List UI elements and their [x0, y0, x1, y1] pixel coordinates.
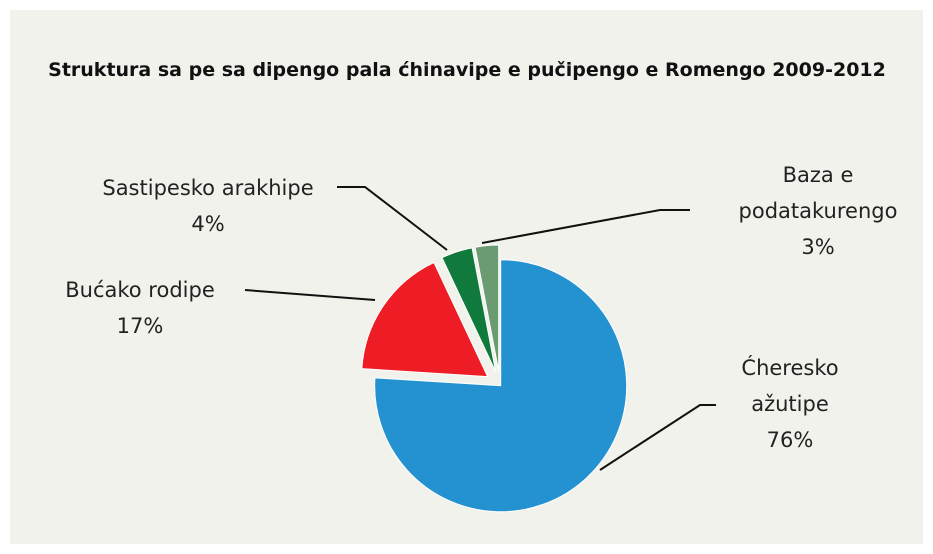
leader-line	[481, 209, 690, 244]
pie-slice	[441, 247, 497, 372]
slice-value: 3%	[801, 235, 835, 259]
leader-line	[599, 404, 716, 471]
slice-label: Bućako rodipe	[65, 278, 215, 302]
leader-line	[337, 186, 448, 251]
pie-slice	[361, 261, 489, 378]
pie-slice	[474, 244, 500, 372]
pie-slice	[374, 259, 628, 513]
slice-label: Baza e podatakurengo	[738, 163, 898, 223]
slice-value: 4%	[191, 212, 225, 236]
leader-line	[244, 289, 376, 301]
slice-value: 76%	[766, 428, 814, 452]
slice-value: 17%	[116, 314, 164, 338]
slice-label: Ćheresko ažutipe	[741, 356, 839, 416]
slice-label: Sastipesko arakhipe	[102, 176, 314, 200]
chart-title: Struktura sa pe sa dipengo pala ćhinavip…	[48, 59, 886, 81]
